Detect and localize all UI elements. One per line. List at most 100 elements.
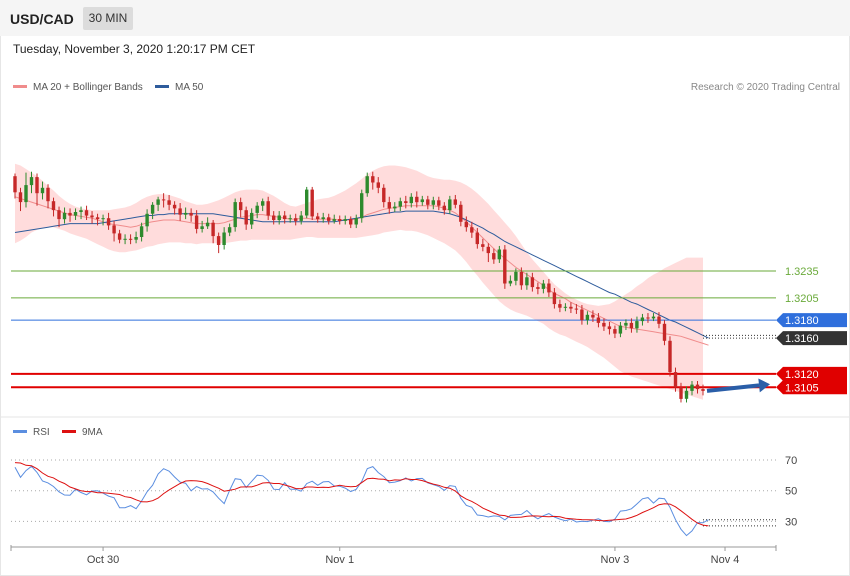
rsi-tick-label: 30 bbox=[785, 516, 797, 528]
candle-body bbox=[139, 226, 144, 237]
candle-body bbox=[376, 182, 380, 188]
bollinger-band bbox=[15, 163, 703, 400]
candle-body bbox=[409, 196, 413, 204]
candle-body bbox=[415, 196, 419, 203]
candle-body bbox=[365, 176, 369, 194]
candle-body bbox=[602, 322, 606, 327]
candle-body bbox=[255, 205, 259, 213]
forecast-arrow-shaft bbox=[706, 383, 760, 393]
candle-body bbox=[79, 210, 83, 212]
candle-body bbox=[62, 212, 67, 220]
candle-body bbox=[283, 215, 287, 220]
candle-body bbox=[338, 219, 342, 221]
candles bbox=[13, 171, 705, 403]
candle-body bbox=[222, 232, 226, 245]
candle-body bbox=[167, 200, 171, 205]
candle-body bbox=[519, 271, 524, 286]
candle-body bbox=[156, 199, 160, 205]
candle-body bbox=[310, 189, 314, 217]
candle-body bbox=[673, 372, 678, 388]
support-label-box bbox=[776, 380, 847, 395]
legend-ma50-label: MA 50 bbox=[175, 82, 204, 93]
candle-body bbox=[563, 306, 568, 308]
candle-body bbox=[40, 187, 45, 194]
pivot-label: 1.3180 bbox=[785, 315, 819, 327]
candle-body bbox=[569, 306, 573, 309]
pivot-label-box bbox=[776, 313, 847, 328]
candle-body bbox=[123, 238, 127, 240]
candle-body bbox=[470, 227, 474, 233]
candle-body bbox=[382, 187, 386, 203]
chart-header: USD/CAD 30 MIN bbox=[0, 0, 850, 36]
support-label-box bbox=[776, 366, 847, 381]
candle-body bbox=[475, 232, 479, 245]
legend-swatch-bollinger bbox=[13, 85, 27, 88]
candle-body bbox=[613, 329, 617, 334]
candle-body bbox=[244, 210, 248, 225]
candle-body bbox=[503, 249, 507, 284]
candle-body bbox=[437, 200, 441, 206]
candle-body bbox=[514, 271, 518, 281]
last-label: 1.3160 bbox=[785, 333, 819, 345]
support-label: 1.3105 bbox=[785, 382, 819, 394]
candle-body bbox=[29, 177, 34, 186]
candle-body bbox=[558, 304, 562, 308]
candle-body bbox=[150, 204, 155, 214]
candle-body bbox=[272, 215, 276, 220]
rsi-panel: 70 50 30 RSI 9MA bbox=[11, 427, 797, 537]
candle-body bbox=[492, 253, 496, 260]
candle-body bbox=[404, 201, 408, 203]
resistance-label: 1.3205 bbox=[785, 293, 819, 305]
candle-body bbox=[101, 218, 105, 220]
price-legend: MA 20 + Bollinger Bands MA 50 bbox=[13, 82, 204, 93]
candle-body bbox=[701, 389, 705, 391]
forecast-arrow bbox=[706, 378, 770, 393]
legend-rsi-label: RSI bbox=[33, 427, 50, 438]
candle-body bbox=[530, 277, 535, 288]
candle-body bbox=[574, 308, 579, 310]
symbol-label: USD/CAD bbox=[10, 11, 74, 27]
candle-body bbox=[189, 212, 193, 216]
candle-body bbox=[453, 199, 457, 205]
timestamp-label: Tuesday, November 3, 2020 1:20:17 PM CET bbox=[13, 42, 256, 56]
candle-body bbox=[128, 238, 133, 240]
candle-body bbox=[35, 177, 39, 194]
x-axis: Oct 30 Nov 1 Nov 3 Nov 4 bbox=[10, 545, 777, 566]
candle-body bbox=[596, 317, 601, 323]
candle-body bbox=[541, 283, 546, 289]
candle-body bbox=[651, 316, 656, 319]
timeframe-button[interactable]: 30 MIN bbox=[83, 7, 133, 30]
legend-bollinger-label: MA 20 + Bollinger Bands bbox=[33, 82, 143, 93]
candle-body bbox=[431, 200, 435, 205]
candle-body bbox=[552, 292, 557, 305]
candle-body bbox=[580, 309, 584, 321]
candle-body bbox=[233, 202, 237, 228]
candle-body bbox=[618, 325, 623, 334]
candle-body bbox=[239, 202, 243, 211]
candle-body bbox=[161, 199, 166, 201]
x-tick-label: Nov 3 bbox=[601, 554, 630, 566]
candle-body bbox=[117, 233, 122, 240]
support-label: 1.3120 bbox=[785, 369, 819, 381]
candle-body bbox=[227, 227, 232, 233]
candle-body bbox=[90, 215, 94, 218]
rsi-tick-label: 50 bbox=[785, 486, 797, 498]
candle-body bbox=[679, 387, 683, 399]
candle-body bbox=[657, 316, 661, 324]
candle-body bbox=[145, 213, 149, 227]
rsi-tick-label: 70 bbox=[785, 455, 797, 467]
candle-body bbox=[183, 212, 188, 215]
candle-body bbox=[426, 199, 430, 205]
candle-body bbox=[134, 237, 138, 240]
candle-body bbox=[205, 222, 210, 227]
candle-body bbox=[536, 287, 540, 289]
candle-body bbox=[354, 218, 358, 225]
candle-body bbox=[57, 210, 61, 220]
candle-body bbox=[398, 201, 402, 207]
candle-body bbox=[24, 185, 28, 203]
candle-body bbox=[51, 201, 56, 211]
candle-body bbox=[646, 317, 650, 319]
candle-body bbox=[200, 226, 204, 229]
candle-body bbox=[178, 208, 182, 215]
